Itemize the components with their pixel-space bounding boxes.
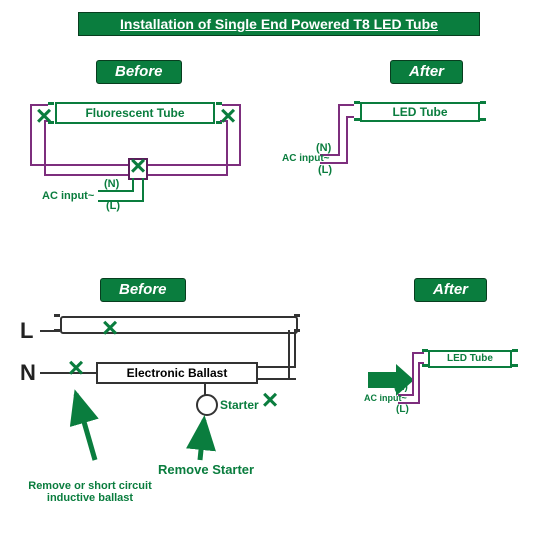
ac-label: AC input~ <box>42 190 94 202</box>
electronic-ballast: Electronic Ballast <box>96 362 258 384</box>
tube-pins-left <box>354 101 360 121</box>
wire <box>338 104 354 106</box>
n-label: (N) <box>394 382 408 393</box>
l-label: (L) <box>106 200 120 212</box>
wire <box>256 366 296 368</box>
wire <box>288 330 290 380</box>
remove-mark: × <box>98 318 122 342</box>
remove-starter-text: Remove Starter <box>158 462 254 477</box>
remove-mark: × <box>64 358 88 382</box>
remove-mark: × <box>32 106 56 130</box>
wire <box>346 116 348 164</box>
wire-ac <box>98 200 144 202</box>
after-header-2: After <box>414 278 487 302</box>
wire <box>294 330 296 368</box>
starter-icon <box>196 394 218 416</box>
n-big: N <box>20 360 36 386</box>
led-tube-1: LED Tube <box>360 102 480 122</box>
n-label: (N) <box>104 178 119 190</box>
l-big: L <box>20 318 33 344</box>
wire <box>338 104 340 156</box>
wire <box>256 378 296 380</box>
ac-label: AC input~ <box>282 153 330 164</box>
before-header-1: Before <box>96 60 182 84</box>
starter-label: Starter <box>220 398 259 412</box>
tube-pins-right <box>480 101 486 121</box>
after-header-1: After <box>390 60 463 84</box>
wire <box>146 174 228 176</box>
l-label: (L) <box>396 404 409 415</box>
wire <box>204 382 206 396</box>
l-label: (L) <box>318 164 332 176</box>
wire <box>418 362 420 404</box>
tube-pins <box>512 349 518 367</box>
remove-ballast-text: Remove or short circuit inductive ballas… <box>20 480 160 504</box>
diagram-title: Installation of Single End Powered T8 LE… <box>78 12 480 36</box>
tube-outline <box>60 316 298 334</box>
before-header-2: Before <box>100 278 186 302</box>
wire <box>44 174 130 176</box>
fluorescent-tube: Fluorescent Tube <box>55 102 215 124</box>
wire-ac <box>98 190 134 192</box>
remove-mark: × <box>216 106 240 130</box>
wire <box>412 352 414 396</box>
led-tube-2: LED Tube <box>428 350 512 368</box>
wire <box>40 330 60 332</box>
ac-label: AC input~ <box>364 393 407 403</box>
remove-mark: × <box>258 390 282 414</box>
wire-ac <box>142 178 144 202</box>
remove-mark: × <box>126 156 150 180</box>
